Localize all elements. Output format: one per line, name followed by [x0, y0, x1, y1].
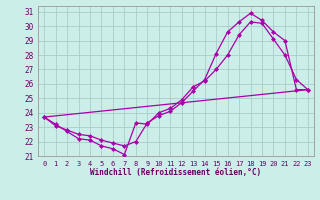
- X-axis label: Windchill (Refroidissement éolien,°C): Windchill (Refroidissement éolien,°C): [91, 168, 261, 177]
